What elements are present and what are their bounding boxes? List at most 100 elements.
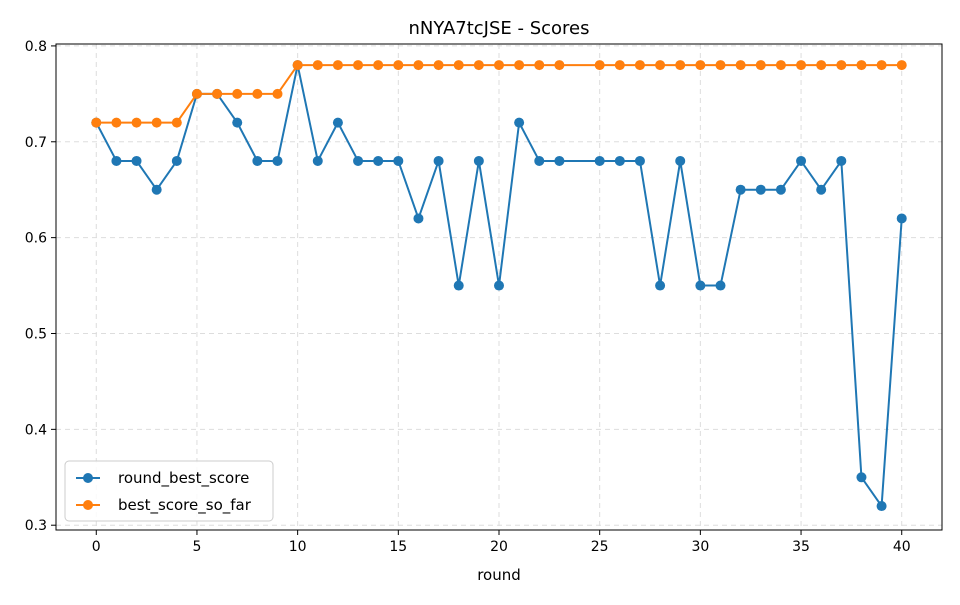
data-point-round-best-score	[554, 155, 565, 166]
data-point-round-best-score	[453, 280, 464, 291]
legend-marker-best-score-so-far	[83, 500, 93, 510]
data-point-round-best-score	[775, 184, 786, 195]
data-point-best-score-so-far	[212, 88, 223, 99]
data-point-best-score-so-far	[514, 60, 525, 71]
series-line-round-best-score	[95, 64, 903, 508]
data-point-round-best-score	[494, 280, 504, 291]
x-tick-label: 25	[591, 539, 609, 555]
data-point-round-best-score	[896, 213, 907, 224]
data-point-best-score-so-far	[896, 60, 907, 71]
data-point-round-best-score	[796, 155, 807, 166]
data-point-best-score-so-far	[836, 60, 847, 71]
legend: round_best_score best_score_so_far	[64, 460, 274, 522]
series-layer	[91, 60, 907, 512]
data-point-round-best-score	[594, 155, 605, 166]
data-point-best-score-so-far	[816, 60, 827, 71]
data-point-round-best-score	[111, 155, 122, 166]
data-point-best-score-so-far	[393, 60, 404, 71]
data-point-best-score-so-far	[796, 60, 807, 71]
x-tick-label: 10	[289, 539, 307, 555]
data-point-best-score-so-far	[634, 60, 645, 71]
data-point-best-score-so-far	[715, 60, 726, 71]
legend-label-best-score-so-far: best_score_so_far	[118, 496, 252, 515]
data-point-best-score-so-far	[614, 60, 625, 71]
data-point-best-score-so-far	[353, 60, 364, 71]
data-point-round-best-score	[715, 280, 726, 291]
data-point-round-best-score	[312, 155, 323, 166]
x-tick-label: 5	[192, 539, 201, 555]
data-point-best-score-so-far	[554, 60, 565, 71]
x-tick-label: 40	[893, 539, 911, 555]
data-point-best-score-so-far	[534, 60, 545, 71]
legend-marker-round-best-score	[83, 473, 93, 483]
data-point-best-score-so-far	[675, 60, 686, 71]
data-point-round-best-score	[735, 184, 746, 195]
data-point-round-best-score	[514, 117, 525, 128]
data-point-best-score-so-far	[876, 60, 887, 71]
ticks-layer: 0 5 10 15 20 25 30 35 40 0.3 0.4 0.5 0.6 0.7 0.8	[25, 39, 911, 555]
data-point-round-best-score	[131, 155, 142, 166]
grid-layer	[56, 44, 942, 530]
data-point-round-best-score	[151, 184, 162, 195]
x-tick-label: 0	[92, 539, 101, 555]
x-tick-label: 20	[490, 539, 508, 555]
data-point-best-score-so-far	[232, 88, 243, 99]
data-point-round-best-score	[534, 155, 545, 166]
data-point-best-score-so-far	[695, 60, 706, 71]
data-point-round-best-score	[755, 184, 766, 195]
data-point-best-score-so-far	[655, 60, 666, 71]
data-point-best-score-so-far	[453, 60, 464, 71]
series-line-best-score-so-far	[96, 64, 902, 124]
data-point-best-score-so-far	[373, 60, 384, 71]
data-point-round-best-score	[655, 280, 666, 291]
x-tick-label: 35	[792, 539, 810, 555]
data-point-round-best-score	[232, 117, 243, 128]
data-point-best-score-so-far	[171, 117, 182, 128]
data-point-round-best-score	[272, 155, 283, 166]
data-point-best-score-so-far	[413, 60, 424, 71]
data-point-best-score-so-far	[131, 117, 142, 128]
data-point-best-score-so-far	[151, 117, 162, 128]
y-tick-label: 0.7	[25, 135, 47, 151]
data-point-round-best-score	[614, 155, 625, 166]
data-point-best-score-so-far	[91, 117, 102, 128]
data-point-round-best-score	[171, 155, 182, 166]
data-point-round-best-score	[373, 155, 384, 166]
data-point-best-score-so-far	[292, 60, 303, 71]
legend-box	[64, 460, 274, 522]
legend-label-round-best-score: round_best_score	[118, 469, 249, 488]
x-tick-label: 15	[389, 539, 407, 555]
data-point-round-best-score	[413, 213, 424, 224]
data-point-best-score-so-far	[755, 60, 766, 71]
y-tick-label: 0.6	[25, 231, 47, 247]
x-axis-label: round	[477, 566, 521, 584]
chart-title: nNYA7tcJSE - Scores	[408, 18, 589, 39]
data-point-round-best-score	[876, 501, 887, 512]
data-point-best-score-so-far	[332, 60, 343, 71]
data-point-best-score-so-far	[494, 60, 504, 71]
data-point-best-score-so-far	[191, 88, 202, 99]
data-point-best-score-so-far	[433, 60, 444, 71]
data-point-round-best-score	[695, 280, 706, 291]
data-point-round-best-score	[332, 117, 343, 128]
data-point-best-score-so-far	[594, 60, 605, 71]
data-point-round-best-score	[433, 155, 444, 166]
data-point-round-best-score	[836, 155, 847, 166]
data-point-round-best-score	[473, 155, 484, 166]
data-point-round-best-score	[675, 155, 686, 166]
y-tick-label: 0.3	[25, 518, 47, 534]
data-point-round-best-score	[393, 155, 404, 166]
data-point-best-score-so-far	[252, 88, 263, 99]
data-point-round-best-score	[252, 155, 263, 166]
data-point-best-score-so-far	[111, 117, 122, 128]
y-tick-label: 0.8	[25, 39, 47, 55]
data-point-best-score-so-far	[856, 60, 867, 71]
data-point-best-score-so-far	[473, 60, 484, 71]
y-tick-label: 0.5	[25, 326, 47, 342]
x-tick-label: 30	[691, 539, 709, 555]
data-point-best-score-so-far	[272, 88, 283, 99]
data-point-best-score-so-far	[312, 60, 323, 71]
data-point-round-best-score	[816, 184, 827, 195]
